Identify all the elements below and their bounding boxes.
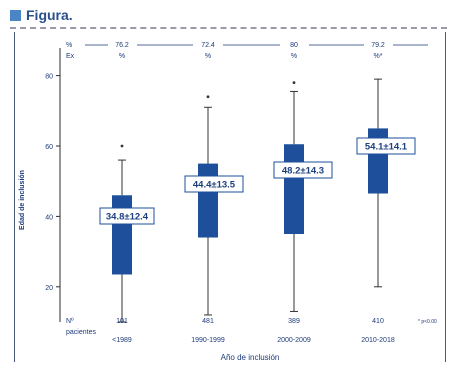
patient-count: 481 <box>202 318 214 325</box>
percent-value: 79.2 <box>371 42 385 49</box>
mean-label: 44.4±13.5 <box>193 180 236 191</box>
percent-symbol: % <box>119 53 125 60</box>
footnote: * p<0.00 <box>418 319 437 325</box>
top-row-label-percent: % <box>66 42 72 49</box>
y-axis-label: Edad de inclusión <box>19 170 26 230</box>
box-iqr <box>112 195 132 275</box>
figure-title: Figura. <box>26 7 73 23</box>
outlier-point <box>292 81 296 85</box>
figure-frame <box>14 32 446 362</box>
x-tick-label: 2000-2009 <box>277 337 311 344</box>
top-row-label-ex: Ex <box>66 53 75 60</box>
mean-label: 54.1±14.1 <box>365 142 408 153</box>
x-tick-label: <1989 <box>112 337 132 344</box>
patient-count: 101 <box>116 318 128 325</box>
y-tick-label: 40 <box>45 214 53 221</box>
percent-value: 80 <box>290 42 298 49</box>
box-iqr <box>198 163 218 238</box>
mean-label: 48.2±14.3 <box>282 166 324 177</box>
mean-label-box <box>184 175 244 193</box>
box-iqr <box>284 144 304 234</box>
outlier-point <box>120 144 124 148</box>
outlier-point <box>206 95 210 99</box>
percent-value: 72.4 <box>201 42 215 49</box>
y-tick-label: 80 <box>45 74 53 81</box>
x-tick-label: 2010-2018 <box>361 337 395 344</box>
header-square-icon <box>10 9 21 21</box>
x-axis-label: Año de inclusión <box>221 353 280 362</box>
percent-symbol: % <box>205 53 211 60</box>
mean-label-box <box>356 137 416 155</box>
percent-symbol: %* <box>374 53 383 60</box>
y-tick-label: 60 <box>45 144 53 151</box>
y-tick-label: 20 <box>45 285 53 292</box>
percent-symbol: % <box>291 53 297 60</box>
figure-header: Figura. <box>10 6 73 24</box>
n-row-label: Nº <box>66 318 74 325</box>
mean-label-box <box>273 161 333 179</box>
percent-value: 76.2 <box>115 42 129 49</box>
x-tick-label: 1990-1999 <box>191 337 225 344</box>
patient-count: 389 <box>288 318 300 325</box>
patient-count: 410 <box>372 318 384 325</box>
header-divider <box>10 27 447 29</box>
mean-label: 34.8±12.4 <box>106 212 149 223</box>
n-row-label-pacientes: pacientes <box>66 329 96 336</box>
mean-label-box <box>99 207 155 225</box>
